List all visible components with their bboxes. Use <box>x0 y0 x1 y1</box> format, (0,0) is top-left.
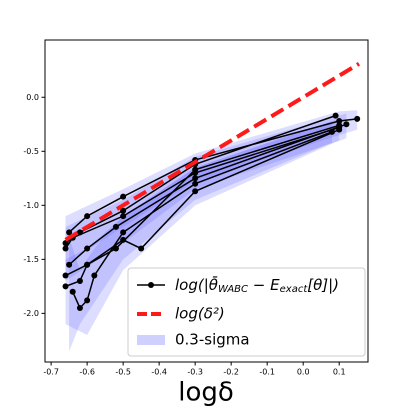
data-point <box>120 213 127 220</box>
legend-label-part: log(|θ̄ <box>175 275 218 294</box>
data-point <box>62 272 69 279</box>
data-point <box>112 245 119 252</box>
legend-label-part: exact <box>280 284 309 295</box>
data-point <box>66 261 73 268</box>
x-tick-label: -0.1 <box>259 368 275 377</box>
data-point <box>332 112 339 119</box>
legend-marker <box>148 282 154 288</box>
plot-frame <box>44 39 369 363</box>
x-tick-label: -0.3 <box>187 368 203 377</box>
legend-band-key <box>137 335 165 345</box>
data-point <box>343 121 350 128</box>
data-point <box>120 207 127 214</box>
legend-label: log(δ²) <box>175 305 225 323</box>
data-point <box>84 261 91 268</box>
x-tick-label: -0.4 <box>151 368 167 377</box>
data-point <box>336 122 343 129</box>
y-tick-label: 0.0 <box>26 93 39 102</box>
x-tick-label: -0.6 <box>79 368 95 377</box>
data-point <box>91 272 98 279</box>
data-point <box>192 166 199 173</box>
reference-line <box>64 62 361 242</box>
data-point <box>62 240 69 247</box>
data-point <box>84 245 91 252</box>
data-point <box>84 213 91 220</box>
data-point <box>120 229 127 236</box>
legend-label: log(|θ̄WABC − Eexact[θ]|) <box>175 275 339 295</box>
data-point <box>120 193 127 200</box>
data-point <box>112 223 119 230</box>
data-point <box>138 245 145 252</box>
data-point <box>69 288 76 295</box>
data-line <box>68 118 358 233</box>
legend-label-part: − E <box>248 276 280 294</box>
data-point <box>84 297 91 304</box>
data-point <box>336 118 343 125</box>
data-point <box>120 236 127 243</box>
data-point <box>62 283 69 290</box>
sigma-band <box>65 118 340 335</box>
x-tick-label: -0.2 <box>223 368 239 377</box>
y-tick-label: -1.0 <box>23 201 39 210</box>
x-tick-label: 0.0 <box>297 368 310 377</box>
x-tick-label: -0.7 <box>43 368 59 377</box>
data-point <box>328 128 335 135</box>
data-point <box>76 277 83 284</box>
sigma-band <box>65 110 358 265</box>
legend-label-part: [θ]|) <box>307 276 339 294</box>
x-tick-label: -0.5 <box>115 368 131 377</box>
legend-box <box>127 267 366 357</box>
data-point <box>66 229 73 236</box>
data-point <box>192 180 199 187</box>
data-line <box>65 128 340 277</box>
x-axis-label: logδ <box>178 378 234 408</box>
x-tick-label: 0.1 <box>333 368 346 377</box>
y-tick-label: -2.0 <box>23 309 39 318</box>
y-tick-label: -1.5 <box>23 255 39 264</box>
data-point <box>192 175 199 182</box>
legend-label-part: WABC <box>218 284 248 295</box>
data-point <box>354 115 361 122</box>
data-point <box>336 126 343 133</box>
y-tick-label: -0.5 <box>23 147 39 156</box>
data-point <box>192 188 199 195</box>
legend-label: 0.3-sigma <box>175 331 250 349</box>
data-point <box>62 245 69 252</box>
sigma-band <box>65 113 347 281</box>
data-point <box>76 304 83 311</box>
